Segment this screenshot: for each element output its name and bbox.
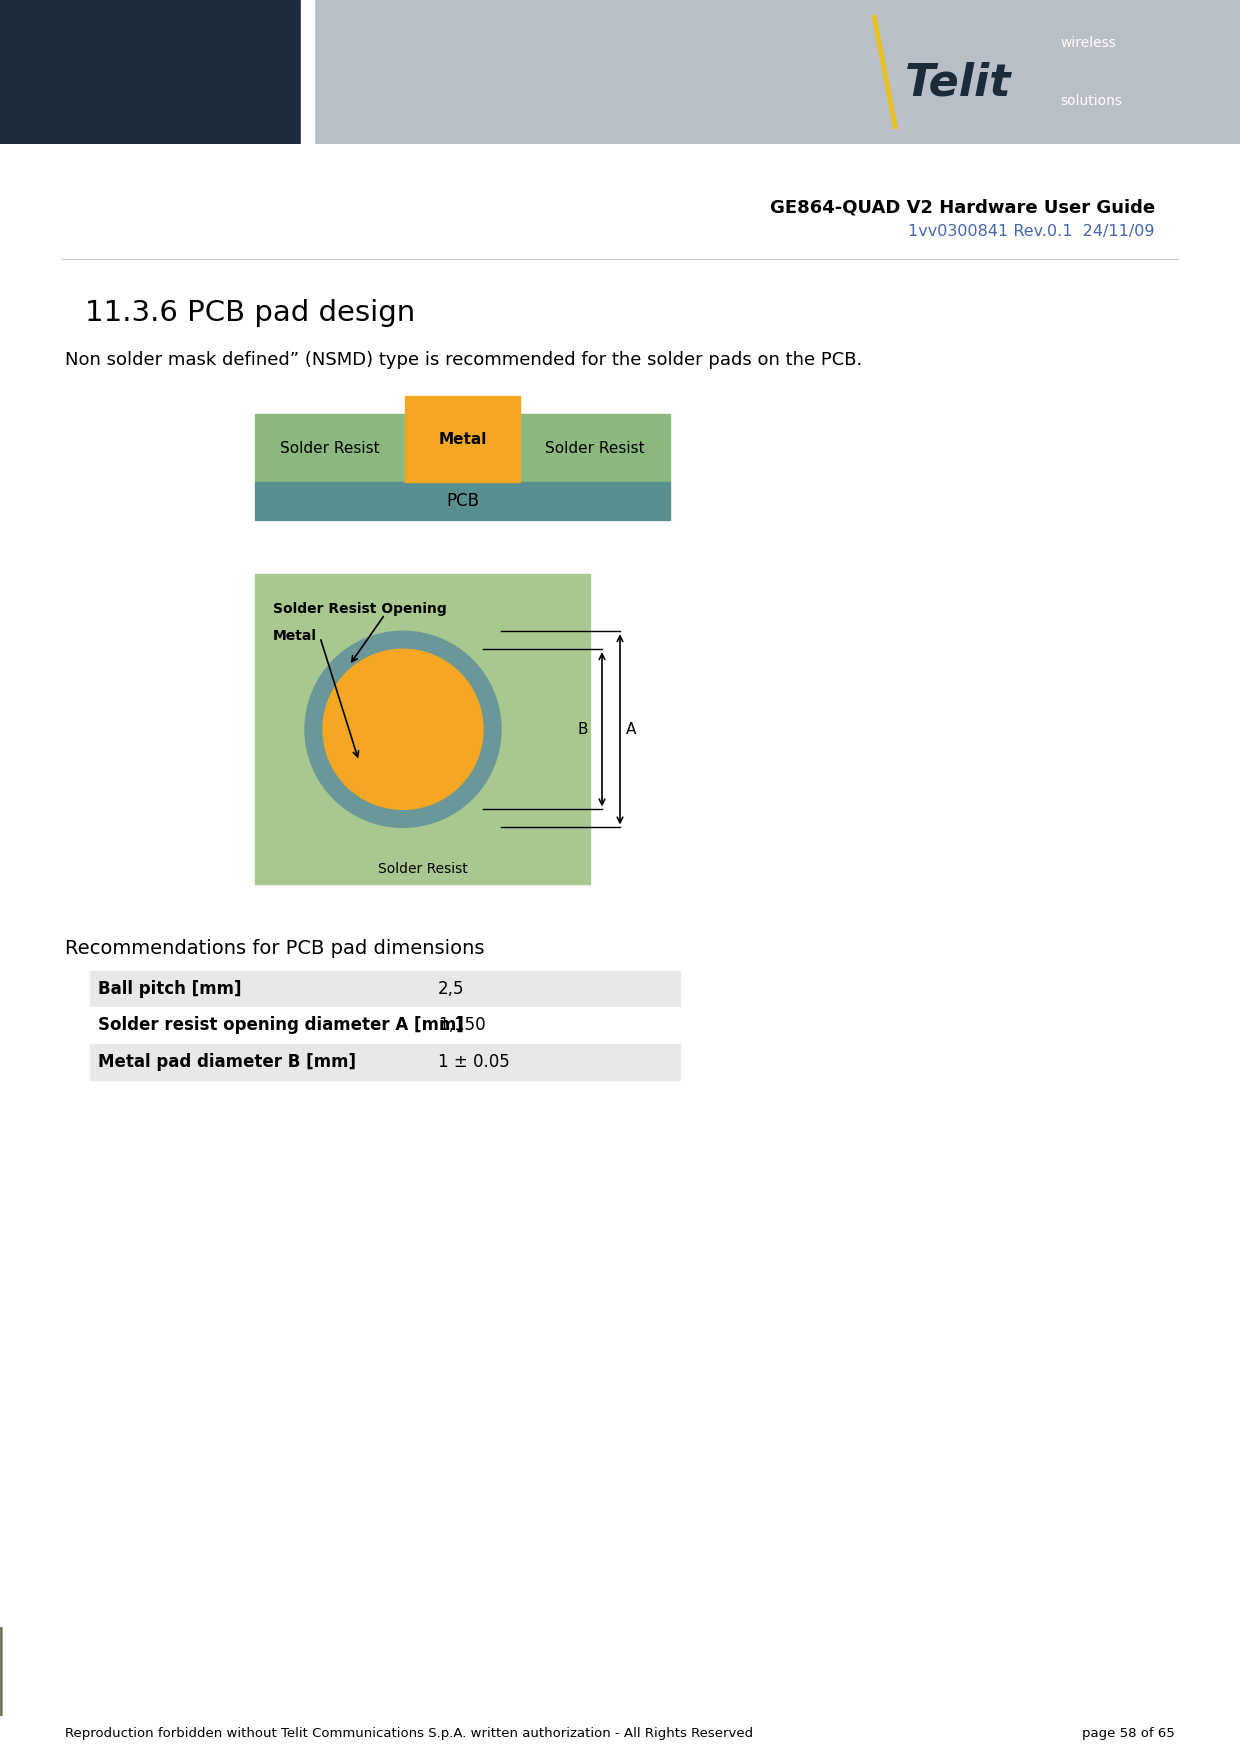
Text: solutions: solutions xyxy=(1060,93,1122,107)
Bar xyxy=(301,0,314,144)
Text: Telit: Telit xyxy=(905,61,1012,105)
Text: Metal: Metal xyxy=(273,630,317,644)
Text: 11.3.6 PCB pad design: 11.3.6 PCB pad design xyxy=(86,298,415,326)
Text: B: B xyxy=(578,721,588,737)
Text: Recommendations for PCB pad dimensions: Recommendations for PCB pad dimensions xyxy=(64,939,485,958)
Bar xyxy=(91,1044,680,1079)
Circle shape xyxy=(322,649,484,809)
Bar xyxy=(255,483,670,519)
Text: Metal: Metal xyxy=(438,432,486,446)
Text: PCB: PCB xyxy=(446,491,479,511)
Text: 1 ± 0.05: 1 ± 0.05 xyxy=(438,1053,510,1071)
Text: Metal pad diameter B [mm]: Metal pad diameter B [mm] xyxy=(98,1053,356,1071)
Text: Non solder mask defined” (NSMD) type is recommended for the solder pads on the P: Non solder mask defined” (NSMD) type is … xyxy=(64,351,862,369)
Bar xyxy=(520,414,670,483)
Text: A: A xyxy=(626,721,636,737)
Text: 1,150: 1,150 xyxy=(438,1016,486,1034)
Text: Reproduction forbidden without Telit Communications S.p.A. written authorization: Reproduction forbidden without Telit Com… xyxy=(64,1727,753,1741)
Text: Solder resist opening diameter A [mm]: Solder resist opening diameter A [mm] xyxy=(98,1016,464,1034)
Text: GE864-QUAD V2 Hardware User Guide: GE864-QUAD V2 Hardware User Guide xyxy=(770,198,1154,218)
Bar xyxy=(405,397,520,483)
Text: Solder Resist: Solder Resist xyxy=(546,441,645,456)
Text: Solder Resist: Solder Resist xyxy=(378,862,467,876)
Text: Solder Resist Opening: Solder Resist Opening xyxy=(273,602,446,616)
Text: Solder Resist: Solder Resist xyxy=(280,441,379,456)
Text: page 58 of 65: page 58 of 65 xyxy=(1083,1727,1176,1741)
Bar xyxy=(91,1007,680,1044)
Bar xyxy=(255,414,405,483)
Text: 2,5: 2,5 xyxy=(438,981,465,999)
Bar xyxy=(255,574,590,885)
Bar xyxy=(91,972,680,1007)
Bar xyxy=(0,0,301,144)
Bar xyxy=(314,0,1240,144)
Text: Ball pitch [mm]: Ball pitch [mm] xyxy=(98,981,242,999)
Text: 1vv0300841 Rev.0.1  24/11/09: 1vv0300841 Rev.0.1 24/11/09 xyxy=(909,225,1154,239)
Text: wireless: wireless xyxy=(1060,37,1116,51)
Circle shape xyxy=(305,632,501,827)
